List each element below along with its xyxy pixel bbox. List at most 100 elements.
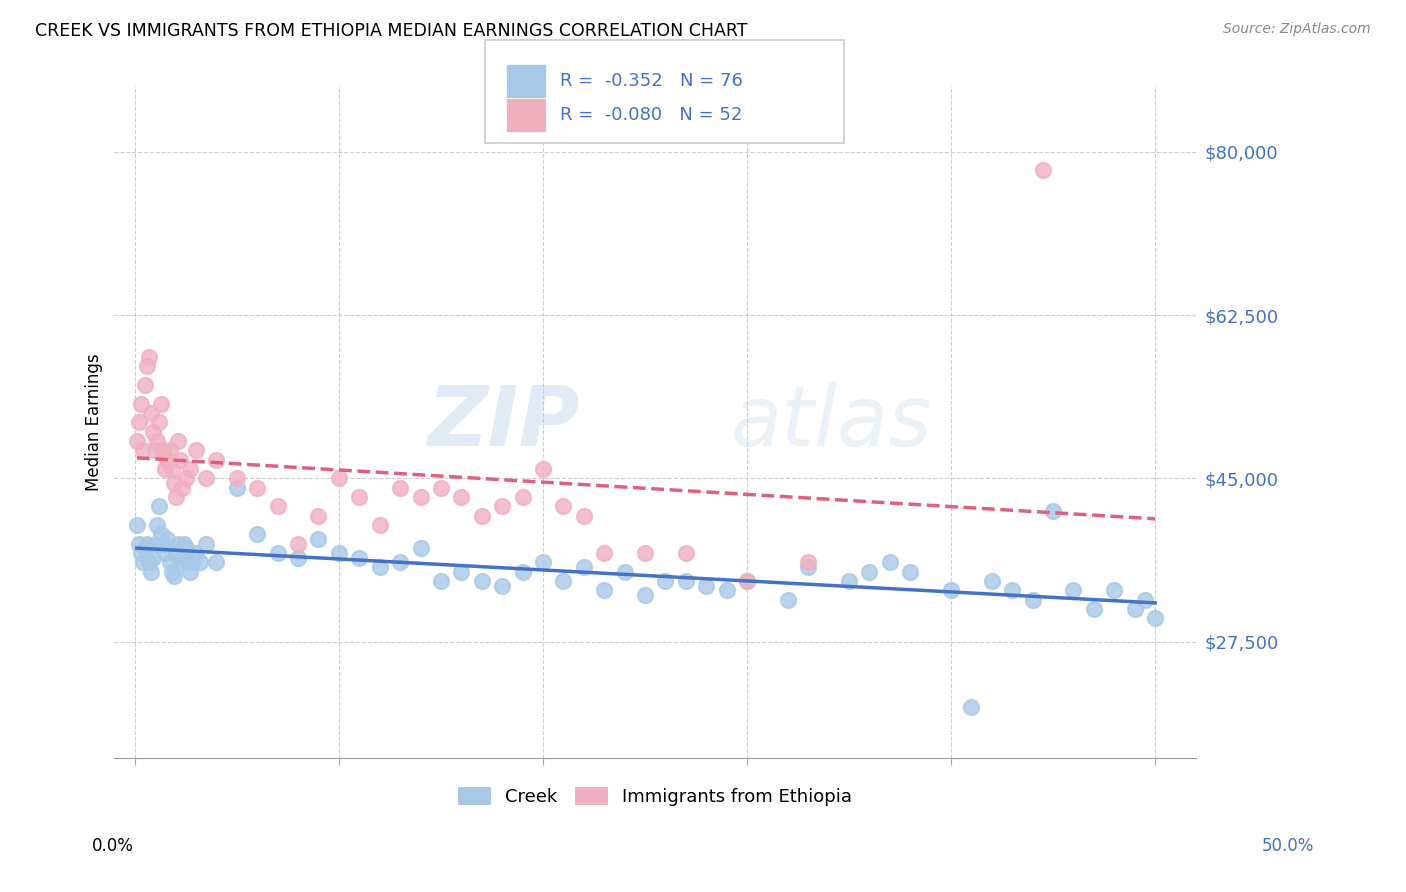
Text: ZIP: ZIP [427, 382, 579, 463]
Point [139, 565, 162, 579]
Point [246, 527, 269, 541]
Point [1021, 592, 1043, 607]
Point [308, 532, 330, 546]
Point [170, 550, 193, 565]
Point [129, 546, 152, 560]
Point [128, 415, 150, 429]
Point [143, 537, 166, 551]
Point [735, 574, 758, 588]
Point [898, 565, 921, 579]
Point [797, 555, 820, 569]
Point [512, 490, 534, 504]
Point [166, 434, 188, 448]
Text: CREEK VS IMMIGRANTS FROM ETHIOPIA MEDIAN EARNINGS CORRELATION CHART: CREEK VS IMMIGRANTS FROM ETHIOPIA MEDIAN… [35, 22, 748, 40]
Point [675, 574, 697, 588]
Text: R =  -0.080   N = 52: R = -0.080 N = 52 [560, 106, 742, 124]
Point [634, 546, 657, 560]
Point [266, 500, 288, 514]
Point [169, 555, 191, 569]
Point [142, 425, 165, 439]
Point [838, 574, 860, 588]
Point [136, 359, 159, 374]
Point [181, 555, 204, 569]
Point [156, 452, 179, 467]
Point [368, 518, 391, 533]
Point [146, 434, 169, 448]
Point [409, 490, 432, 504]
Text: 50.0%: 50.0% [1263, 837, 1315, 855]
Point [148, 415, 170, 429]
Point [165, 546, 187, 560]
Point [572, 508, 595, 523]
Point [146, 518, 169, 533]
Point [368, 560, 391, 574]
Point [134, 378, 156, 392]
Point [409, 541, 432, 556]
Point [165, 490, 187, 504]
Point [155, 546, 177, 560]
Point [1032, 163, 1054, 178]
Point [450, 490, 472, 504]
Text: 0.0%: 0.0% [91, 837, 134, 855]
Point [1063, 583, 1085, 598]
Point [450, 565, 472, 579]
Point [138, 350, 160, 364]
Point [159, 443, 181, 458]
Point [287, 537, 309, 551]
Point [184, 443, 207, 458]
Point [328, 471, 350, 485]
Point [125, 434, 148, 448]
Point [491, 500, 513, 514]
Point [128, 537, 150, 551]
Point [675, 546, 697, 560]
Point [246, 481, 269, 495]
Point [138, 555, 160, 569]
Text: atlas: atlas [731, 382, 932, 463]
Point [142, 550, 165, 565]
Y-axis label: Median Earnings: Median Earnings [86, 353, 103, 491]
Point [858, 565, 880, 579]
Point [152, 537, 174, 551]
Point [716, 583, 738, 598]
Point [1083, 602, 1105, 616]
Point [195, 471, 218, 485]
Point [735, 574, 758, 588]
Point [162, 475, 184, 490]
Point [797, 560, 820, 574]
Point [150, 527, 173, 541]
Point [184, 546, 207, 560]
Point [174, 541, 197, 556]
Point [1123, 602, 1146, 616]
Point [879, 555, 901, 569]
Point [166, 537, 188, 551]
Point [531, 462, 554, 476]
Point [162, 569, 184, 583]
Point [170, 481, 193, 495]
Point [132, 443, 155, 458]
Point [179, 565, 201, 579]
Point [205, 555, 228, 569]
Point [177, 555, 200, 569]
Point [654, 574, 676, 588]
Point [148, 500, 170, 514]
Point [491, 579, 513, 593]
Point [179, 462, 201, 476]
Point [156, 532, 179, 546]
Point [143, 443, 166, 458]
Point [613, 565, 636, 579]
Point [939, 583, 962, 598]
Point [349, 550, 371, 565]
Point [136, 537, 159, 551]
Point [169, 452, 191, 467]
Legend: Creek, Immigrants from Ethiopia: Creek, Immigrants from Ethiopia [451, 780, 859, 814]
Point [160, 565, 183, 579]
Point [129, 397, 152, 411]
Point [776, 592, 799, 607]
Point [960, 700, 983, 714]
Point [225, 471, 247, 485]
Point [159, 555, 181, 569]
Point [430, 481, 453, 495]
Point [188, 555, 211, 569]
Point [512, 565, 534, 579]
Point [553, 500, 575, 514]
